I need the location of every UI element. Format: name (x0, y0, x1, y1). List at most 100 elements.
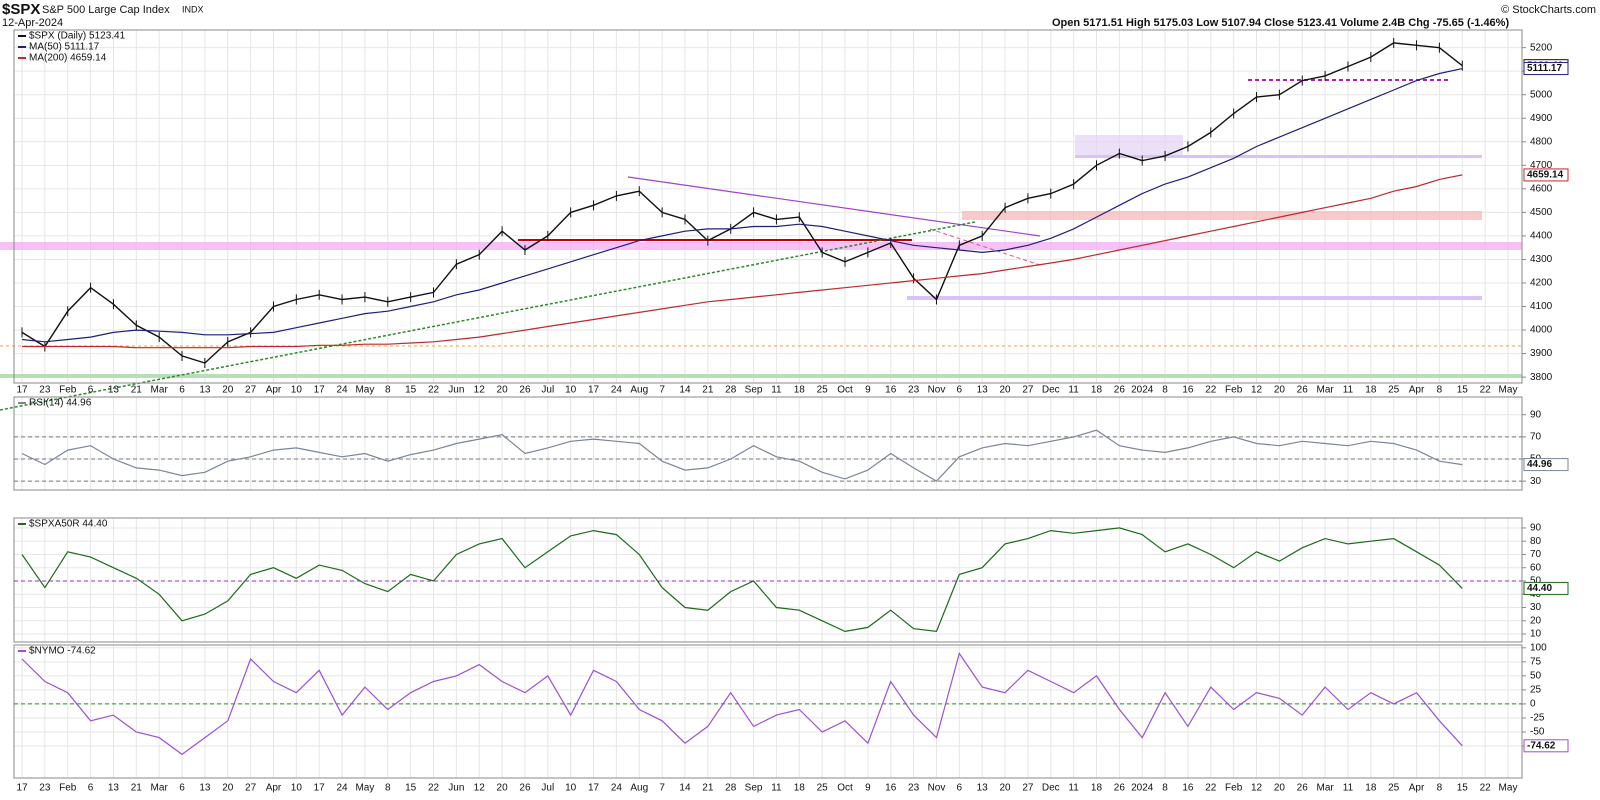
x-tick-label: 26 (1114, 385, 1126, 396)
x-tick-label: 15 (1457, 385, 1469, 396)
x-tick-label: 6 (88, 385, 94, 396)
x-tick-label: 2024 (1131, 783, 1154, 794)
x-tick-label: 12 (474, 385, 486, 396)
x-tick-label: 7 (659, 385, 665, 396)
x-tick-label: 8 (1437, 783, 1443, 794)
x-tick-label: 6 (957, 385, 963, 396)
x-tick-label: 23 (39, 783, 51, 794)
y-tick-label: 30 (1530, 602, 1542, 613)
y-tick-label: 0 (1530, 699, 1536, 710)
y-tick-label: 30 (1530, 476, 1542, 487)
series-line (21, 527, 1463, 633)
y-tick-label: 4200 (1530, 278, 1553, 289)
x-tick-label: 20 (222, 385, 234, 396)
x-tick-label: Apr (1409, 385, 1425, 396)
x-tick-label: Feb (59, 783, 77, 794)
panel-border (13, 396, 1523, 491)
x-tick-label: Apr (266, 783, 282, 794)
x-tick-label: 10 (565, 385, 577, 396)
x-tick-label: 25 (817, 385, 829, 396)
x-tick-label: 12 (1251, 783, 1263, 794)
x-tick-label: 23 (908, 385, 920, 396)
y-tick-label: 4400 (1530, 231, 1553, 242)
x-tick-label: Sep (745, 385, 763, 396)
long-trendline (0, 221, 976, 411)
legend-label: $NYMO -74.62 (29, 646, 96, 657)
copyright: © StockCharts.com (1501, 4, 1596, 16)
x-tick-label: Nov (928, 385, 946, 396)
y-tick-label: 20 (1530, 615, 1542, 626)
panel-border (13, 644, 1523, 779)
x-tick-label: 22 (428, 783, 440, 794)
x-tick-label: 13 (199, 385, 211, 396)
x-tick-label: 14 (679, 385, 691, 396)
x-tick-label: 20 (1274, 783, 1286, 794)
x-tick-label: 27 (245, 783, 257, 794)
x-tick-label: 11 (1343, 783, 1354, 794)
x-tick-label: 9 (865, 385, 871, 396)
y-tick-label: 4300 (1530, 254, 1553, 265)
y-tick-label: 80 (1530, 536, 1542, 547)
value-badge (1523, 458, 1569, 472)
x-tick-label: Feb (1225, 783, 1243, 794)
y-tick-label: 75 (1530, 656, 1542, 667)
x-tick-label: Jun (448, 385, 464, 396)
y-tick-label: 10 (1530, 629, 1542, 640)
value-badge (1523, 739, 1569, 753)
x-tick-label: 12 (474, 783, 486, 794)
quote: Open 5171.51 High 5175.03 Low 5107.94 Cl… (1052, 17, 1509, 29)
y-tick-label: 3900 (1530, 348, 1553, 359)
y-tick-label: 70 (1530, 549, 1542, 560)
support-band (0, 242, 1522, 250)
legend-label: RSI(14) 44.96 (29, 398, 92, 409)
x-tick-label: 16 (885, 783, 897, 794)
x-tick-label: 28 (725, 783, 737, 794)
x-tick-label: 27 (1022, 783, 1034, 794)
x-tick-label: 22 (1205, 385, 1217, 396)
x-tick-label: 20 (497, 385, 509, 396)
x-tick-label: 15 (405, 385, 417, 396)
x-tick-label: Aug (630, 783, 648, 794)
x-tick-label: 11 (771, 783, 782, 794)
x-tick-label: 18 (1091, 783, 1103, 794)
series-line (21, 429, 1463, 482)
series-line (21, 651, 1463, 756)
value-badge (1523, 62, 1569, 76)
legend-label: $SPX (Daily) 5123.41 (29, 31, 126, 42)
x-tick-label: 21 (131, 783, 143, 794)
x-tick-label: Dec (1042, 783, 1060, 794)
value-badge-label: 44.96 (1527, 459, 1552, 470)
y-tick-label: 50 (1530, 671, 1542, 682)
series-line (21, 68, 1463, 343)
y-tick-label: 4500 (1530, 207, 1553, 218)
x-tick-label: 10 (291, 783, 303, 794)
series-line (22, 174, 1463, 349)
x-tick-label: 17 (314, 783, 326, 794)
y-tick-label: 5000 (1530, 89, 1553, 100)
x-tick-label: Mar (1316, 783, 1334, 794)
y-tick-label: -25 (1530, 713, 1545, 724)
y-tick-label: 90 (1530, 409, 1542, 420)
x-tick-label: 11 (1343, 385, 1354, 396)
index-name: S&P 500 Large Cap Index (42, 4, 170, 16)
value-badge-label: 44.40 (1527, 583, 1552, 594)
x-tick-label: 15 (1457, 783, 1469, 794)
panel-border (13, 517, 1523, 643)
x-tick-label: 21 (702, 783, 714, 794)
x-tick-label: 17 (314, 385, 326, 396)
x-tick-label: Oct (837, 385, 853, 396)
x-tick-label: 18 (1365, 783, 1377, 794)
y-tick-label: 90 (1530, 523, 1542, 534)
x-tick-label: 13 (977, 783, 989, 794)
low-band (907, 296, 1482, 300)
x-tick-label: Mar (1316, 385, 1334, 396)
y-tick-label: 5200 (1530, 42, 1553, 53)
x-tick-label: 20 (1274, 385, 1286, 396)
x-tick-label: 17 (16, 385, 28, 396)
x-tick-label: Nov (928, 783, 946, 794)
x-tick-label: 24 (336, 385, 348, 396)
value-badge (1523, 168, 1569, 182)
y-tick-label: 50 (1530, 576, 1542, 587)
x-tick-label: Mar (151, 385, 169, 396)
